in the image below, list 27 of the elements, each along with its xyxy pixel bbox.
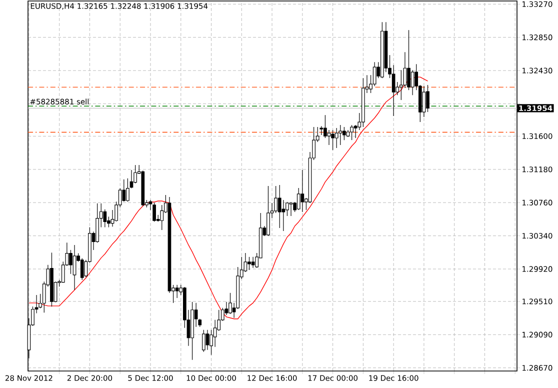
- candlestick: [152, 202, 156, 222]
- candlestick: [289, 202, 293, 216]
- candlestick: [334, 128, 338, 148]
- candlestick: [248, 256, 251, 270]
- candlestick: [392, 64, 396, 116]
- candlestick: [160, 204, 164, 230]
- candlestick: [342, 126, 346, 140]
- candlestick: [282, 200, 286, 232]
- candlestick: [350, 124, 354, 140]
- candlestick: [327, 130, 331, 146]
- candlestick: [286, 202, 289, 216]
- candlestick: [202, 330, 206, 352]
- candlestick: [331, 130, 334, 150]
- candlestick: [372, 62, 376, 86]
- candlestick: [80, 258, 84, 280]
- candlestick: [175, 284, 179, 298]
- candlestick: [72, 244, 76, 290]
- candlestick: [266, 186, 270, 236]
- candlestick: [228, 292, 232, 314]
- candlestick: [338, 124, 342, 146]
- candlestick: [251, 256, 255, 268]
- candlestick: [403, 52, 407, 88]
- candlestick: [422, 86, 426, 118]
- candlestick: [300, 170, 304, 212]
- candlestick: [278, 184, 282, 228]
- candlestick: [122, 179, 126, 202]
- candlestick: [206, 330, 210, 350]
